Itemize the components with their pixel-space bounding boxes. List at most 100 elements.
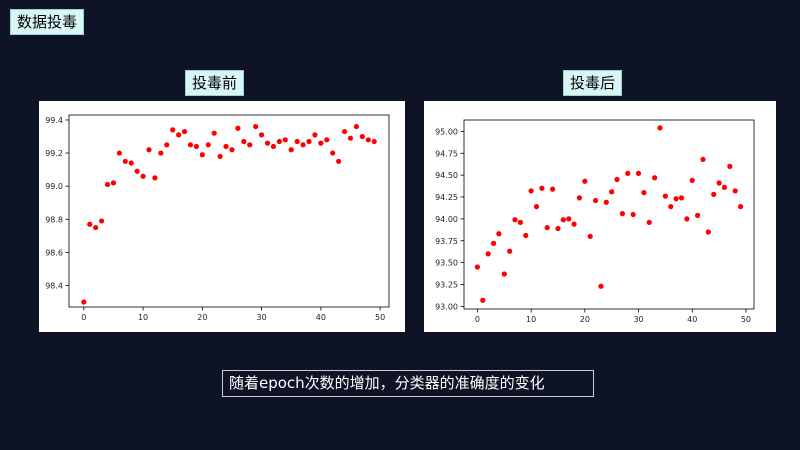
data-point (721, 184, 728, 190)
data-point (550, 186, 556, 192)
data-point (678, 195, 685, 201)
data-point (474, 264, 481, 270)
data-point (641, 190, 647, 196)
data-point (128, 160, 134, 166)
data-point (523, 232, 529, 239)
data-point (539, 185, 545, 191)
data-point (312, 132, 318, 138)
data-point (199, 152, 205, 158)
data-point (235, 125, 241, 131)
data-point (371, 138, 377, 145)
data-point (164, 142, 170, 148)
x-tick-label: 0 (81, 313, 86, 322)
before-poisoning-caption: 投毒前 (185, 70, 245, 96)
data-point (359, 133, 365, 140)
data-point (533, 204, 540, 210)
data-point (282, 137, 288, 143)
y-tick-label: 94.50 (435, 171, 458, 180)
data-point (711, 191, 717, 197)
y-tick-label: 98.6 (45, 248, 63, 257)
x-tick-label: 10 (526, 315, 536, 324)
data-point (619, 211, 626, 217)
data-point (705, 229, 711, 235)
before-poisoning-chart-panel: 0 10 20 30 40 50 98.4 98.6 98.8 99.0 99.2 99.4 (39, 101, 405, 332)
data-point (181, 128, 188, 135)
data-point (247, 142, 253, 148)
data-point (324, 137, 330, 143)
y-tick-label: 98.8 (45, 215, 63, 224)
data-point (98, 218, 105, 224)
data-point (609, 189, 615, 195)
data-point (587, 233, 593, 239)
data-point (276, 138, 282, 145)
data-point (300, 142, 306, 148)
data-point (217, 153, 223, 159)
data-point (93, 224, 99, 231)
data-point (81, 299, 87, 305)
data-point (646, 219, 652, 225)
data-point (614, 176, 620, 183)
x-tick-label: 50 (741, 315, 751, 324)
data-point (152, 175, 158, 181)
x-tick-label: 20 (580, 315, 590, 324)
data-point (318, 140, 324, 146)
data-point (544, 225, 550, 231)
data-point (668, 204, 674, 210)
data-point (241, 138, 247, 145)
y-tick-label: 94.25 (435, 193, 458, 202)
x-tick-label: 0 (475, 315, 480, 324)
data-point (657, 125, 663, 131)
data-point (566, 216, 572, 222)
data-point (205, 142, 211, 148)
x-tick-label: 40 (316, 313, 326, 322)
data-point (288, 147, 294, 153)
data-point (700, 156, 706, 162)
data-point (630, 211, 636, 218)
data-point (662, 193, 668, 199)
data-point (737, 204, 744, 210)
y-tick-label: 95.00 (435, 127, 458, 136)
data-point (635, 170, 642, 176)
y-tick-label: 94.00 (435, 215, 458, 224)
x-tick-label: 30 (256, 313, 266, 322)
data-point (571, 221, 577, 227)
data-point (158, 150, 164, 156)
y-tick-label: 99.0 (45, 182, 63, 191)
after-poisoning-caption: 投毒后 (563, 70, 623, 96)
page-title: 数据投毒 (10, 9, 85, 35)
data-point (211, 130, 217, 136)
data-point (140, 173, 146, 179)
after-poisoning-chart-panel: 0 10 20 30 40 50 93.00 93.25 93.50 93.75 94.00 94.2… (424, 101, 776, 332)
x-tick-label: 50 (375, 313, 385, 322)
x-tick-label: 30 (633, 315, 643, 324)
data-point (684, 216, 690, 222)
data-point (528, 188, 534, 194)
y-tick-label: 93.00 (435, 302, 458, 311)
data-point (365, 137, 371, 143)
data-point (193, 143, 200, 150)
y-tick-label: 94.75 (435, 149, 458, 158)
data-point (592, 197, 599, 204)
data-point (603, 199, 609, 205)
data-point (695, 212, 701, 218)
data-point (480, 297, 486, 303)
y-tick-label: 93.50 (435, 259, 458, 268)
x-tick-label: 20 (197, 313, 207, 322)
data-point (598, 283, 604, 289)
data-point (134, 168, 140, 174)
data-point (727, 163, 733, 169)
data-point (673, 196, 679, 202)
after-poisoning-chart: 0 10 20 30 40 50 93.00 93.25 93.50 93.75 94.00 94.2… (435, 119, 755, 324)
data-point (732, 188, 738, 194)
data-point (507, 248, 513, 254)
data-point (517, 219, 523, 225)
data-point (625, 170, 631, 176)
data-point (253, 123, 259, 130)
data-point (170, 127, 176, 133)
data-point (341, 128, 348, 135)
slide-caption: 随着epoch次数的增加，分类器的准确度的变化 (222, 370, 594, 397)
data-point (716, 180, 722, 186)
data-point (576, 195, 583, 201)
data-point (689, 177, 695, 183)
y-tick-label: 99.2 (45, 149, 63, 158)
